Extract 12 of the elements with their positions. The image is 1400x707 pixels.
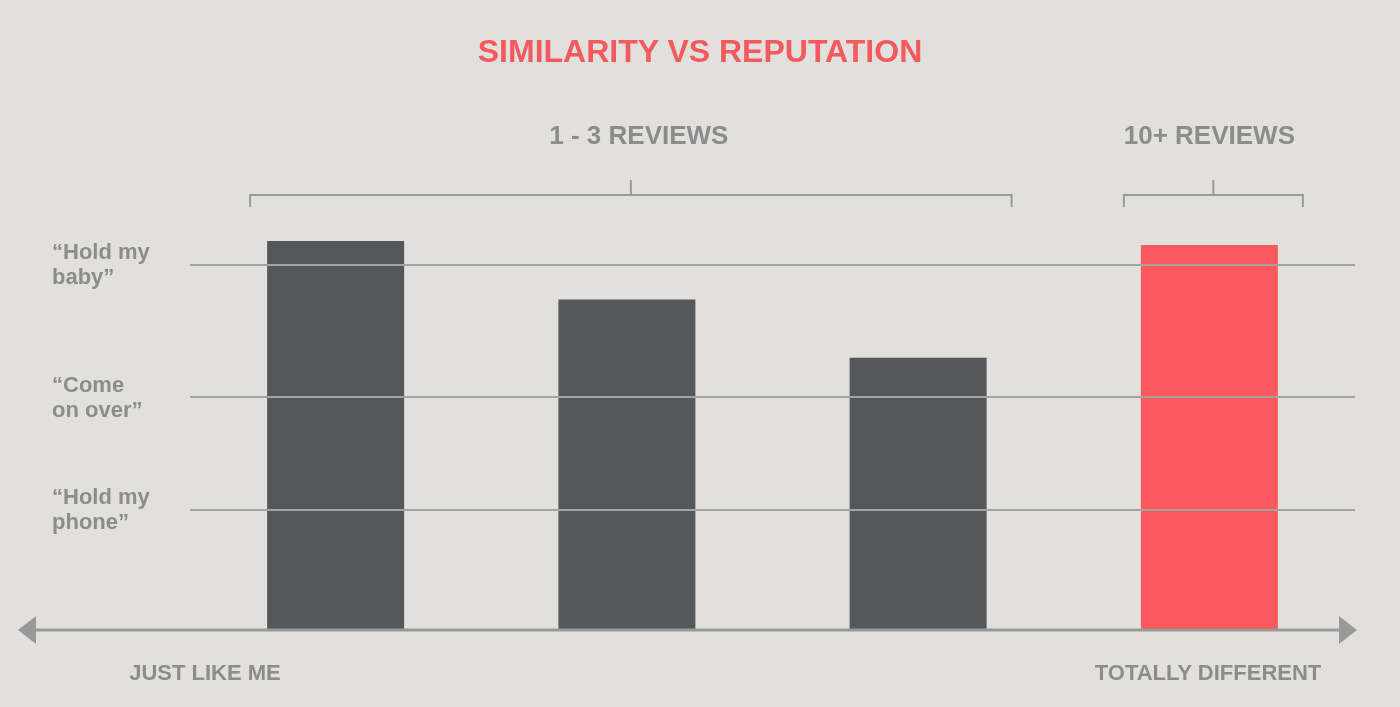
bar	[1140, 245, 1278, 630]
bar	[849, 357, 987, 630]
text: TOTALLY DIFFERENT	[1094, 659, 1322, 685]
chart-title: SIMILARITY VS REPUTATION	[477, 33, 923, 69]
bar	[267, 241, 405, 630]
ref-line-label: “Hold my baby”	[52, 239, 156, 290]
ref-line-label: “Hold my phone”	[52, 484, 156, 535]
text: 1 - 3 REVIEWS	[549, 120, 729, 150]
ref-line-label: “Come on over”	[52, 371, 143, 422]
text: 10+ REVIEWS	[1123, 120, 1295, 150]
bar	[558, 299, 696, 630]
text: JUST LIKE ME	[129, 659, 281, 685]
